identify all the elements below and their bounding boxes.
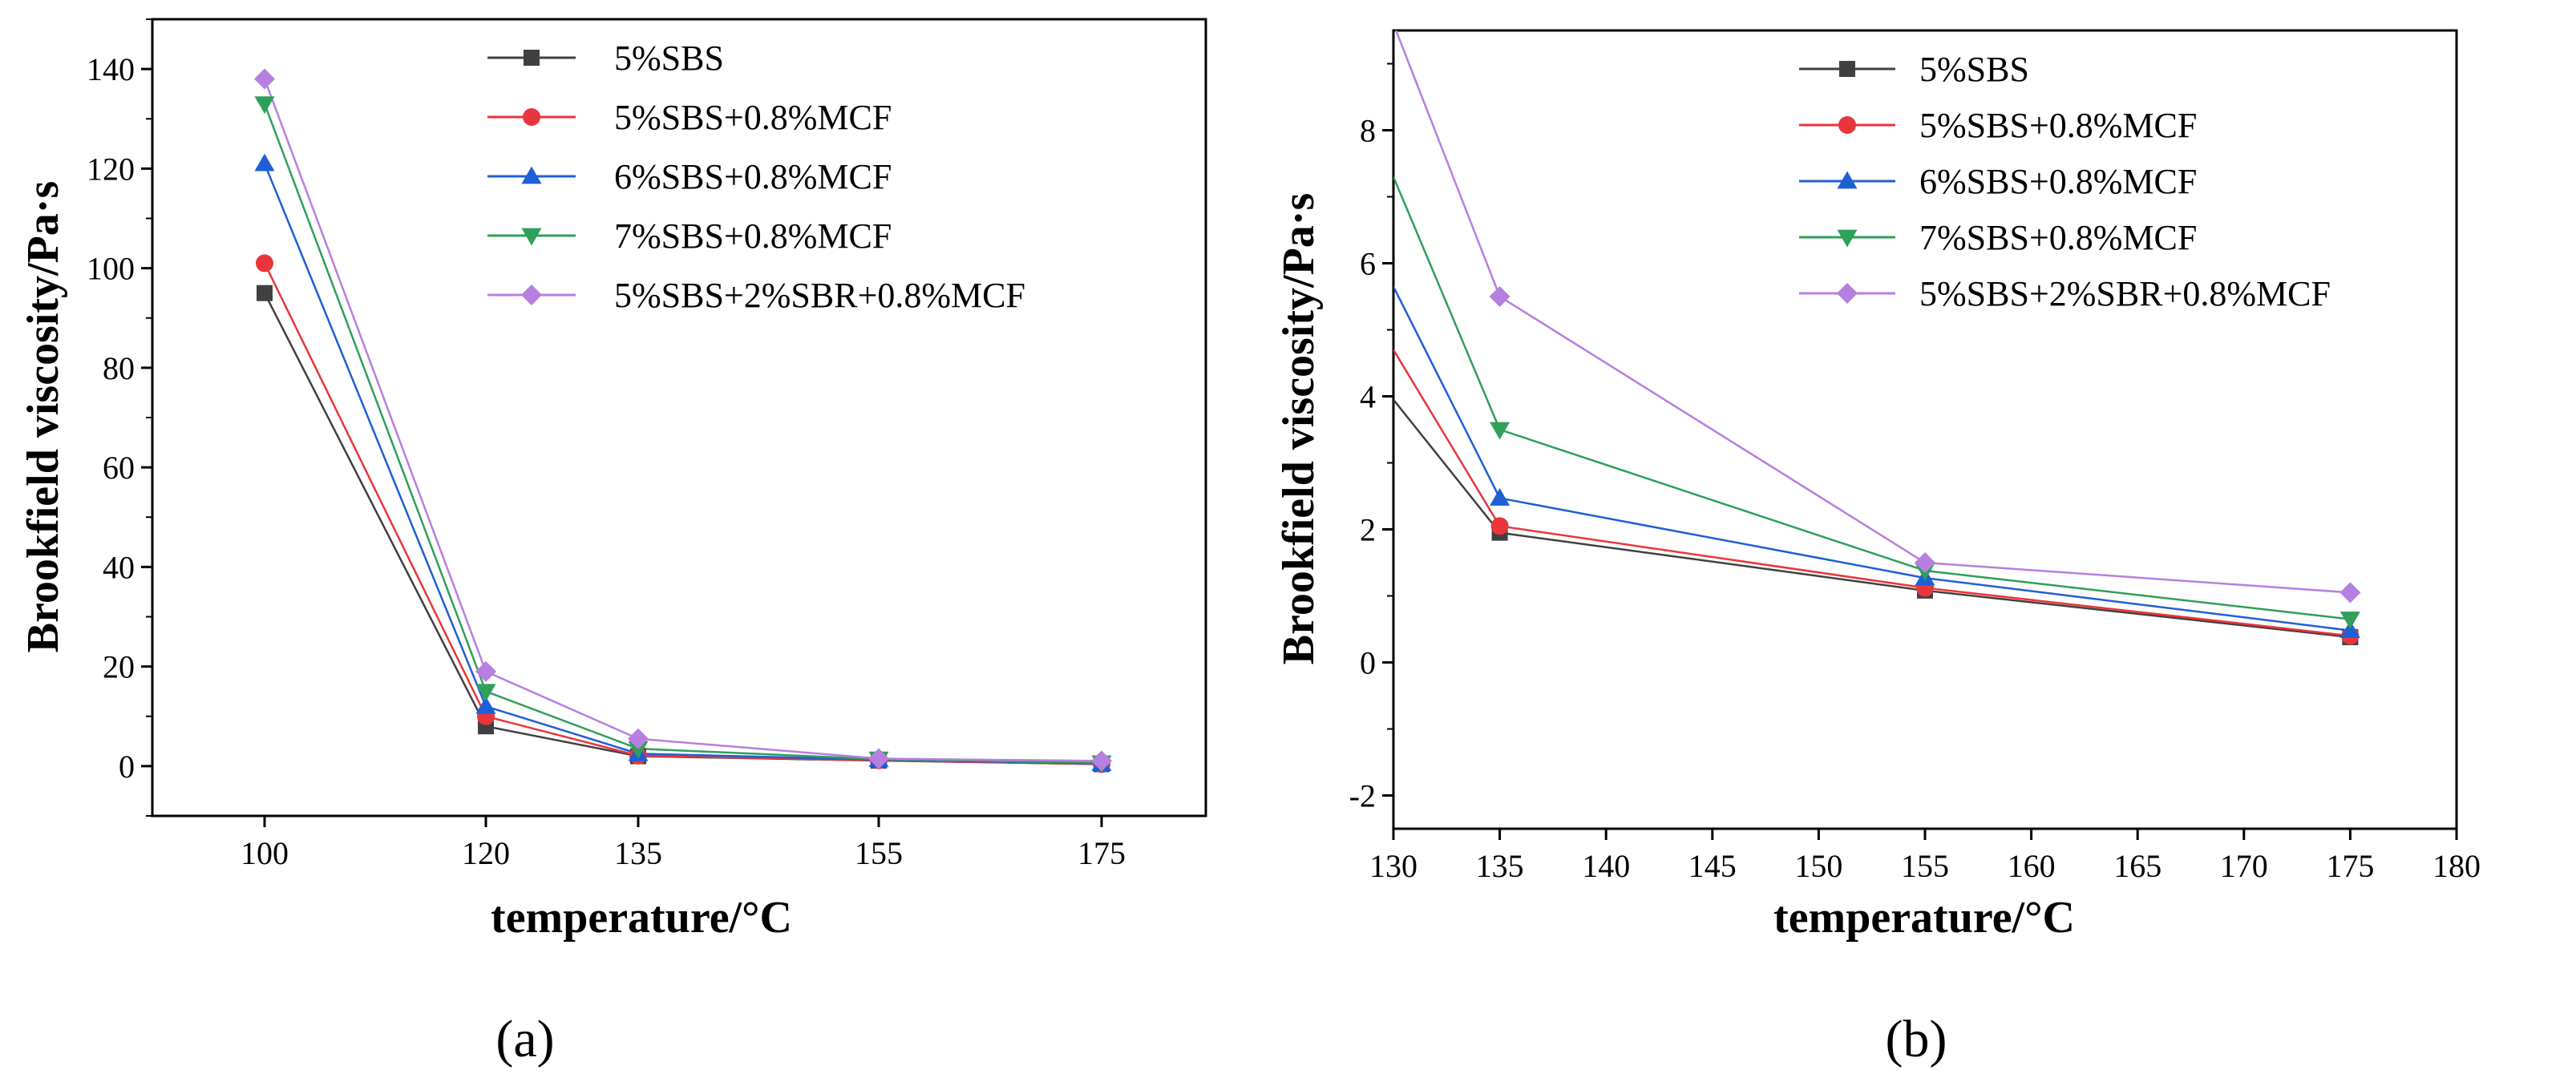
legend-marker-a	[524, 50, 540, 66]
y-axis-label-a: Brookfield viscosity/Pa·s	[18, 181, 68, 653]
panel-b: -2 0 2 4 6 8 130 135 140 145 150 155 160 165 170 175 180…	[1274, 29, 2481, 1068]
data-point-a	[475, 660, 496, 682]
legend-label-a: 7%SBS+0.8%MCF	[614, 216, 892, 256]
legend-marker-a	[521, 166, 542, 184]
y-axis-label-b: Brookfield viscosity/Pa·s	[1274, 193, 1324, 665]
legend-label-b: 5%SBS	[1919, 50, 2029, 89]
y-tick-label-a: 140	[87, 51, 135, 87]
x-tick-label-b: 170	[2220, 848, 2268, 884]
data-point-a	[257, 285, 273, 301]
series-line-b	[1393, 398, 2351, 639]
legend-label-a: 5%SBS+2%SBR+0.8%MCF	[614, 276, 1025, 315]
data-point-b	[1489, 286, 1510, 307]
data-point-b	[2339, 612, 2360, 630]
data-point-b	[2339, 620, 2360, 639]
legend-label-a: 5%SBS	[614, 38, 724, 78]
axis-ticks-a: 0 20 40 60 80 100 120 140 100 120 135 155 175	[87, 18, 1126, 871]
plot-frame-a	[151, 18, 1207, 818]
legend-marker-b	[1837, 229, 1858, 248]
data-point-a	[254, 68, 275, 90]
axis-ticks-b: -2 0 2 4 6 8 130 135 140 145 150 155 160 165 170 175 180	[1349, 63, 2481, 884]
data-point-b	[1490, 487, 1510, 506]
y-tick-label-a: 20	[103, 649, 135, 685]
legend-marker-a	[523, 108, 540, 126]
legend-marker-b	[1837, 283, 1858, 304]
y-tick-label-b: 0	[1360, 645, 1376, 681]
legend-label-b: 6%SBS+0.8%MCF	[1919, 162, 2197, 201]
x-tick-label-b: 130	[1369, 848, 1417, 884]
data-point-a	[254, 96, 275, 115]
y-tick-label-b: 2	[1360, 512, 1376, 548]
series-markers-b	[1489, 286, 2361, 645]
x-tick-label-b: 160	[2008, 848, 2056, 884]
legend-marker-b	[1837, 171, 1858, 189]
legend-marker-a	[521, 228, 542, 246]
series-line-b	[1393, 349, 2351, 637]
x-tick-label-b: 165	[2113, 848, 2161, 884]
x-tick-label-b: 180	[2432, 848, 2481, 884]
x-tick-label-a: 120	[462, 835, 510, 871]
series-line-a	[263, 293, 1102, 765]
y-tick-label-b: 4	[1360, 379, 1376, 415]
data-point-b	[1490, 422, 1510, 440]
data-point-a	[256, 254, 273, 273]
legend-label-b: 5%SBS+0.8%MCF	[1919, 106, 2197, 145]
y-tick-label-b: 8	[1360, 113, 1376, 149]
panel-caption-b: (b)	[1886, 1010, 1947, 1068]
series-line-b	[1393, 176, 2351, 620]
data-point-a	[254, 153, 275, 172]
data-point-a	[1091, 750, 1112, 772]
x-tick-label-b: 150	[1794, 848, 1842, 884]
data-point-a	[868, 748, 889, 769]
data-point-a	[475, 696, 496, 714]
plot-frame-b	[1392, 29, 2458, 830]
y-tick-label-a: 40	[103, 549, 135, 585]
data-point-b	[1915, 552, 1935, 573]
legend-a: 5%SBS 5%SBS+0.8%MCF 6%SBS+0.8%MCF 7%SBS+0.8…	[487, 38, 1025, 315]
legend-label-a: 6%SBS+0.8%MCF	[614, 157, 892, 196]
x-tick-label-b: 175	[2326, 848, 2374, 884]
data-point-a	[628, 728, 649, 749]
data-point-b	[2339, 582, 2361, 604]
y-tick-label-a: 100	[87, 251, 135, 287]
data-point-b	[1490, 517, 1509, 535]
data-point-a	[475, 684, 496, 702]
x-tick-label-b: 135	[1476, 848, 1524, 884]
series-lines-b	[1393, 30, 2351, 639]
legend-marker-a	[521, 285, 542, 305]
legend-label-a: 5%SBS+0.8%MCF	[614, 98, 892, 137]
legend-marker-b	[1838, 116, 1856, 134]
panel-caption-a: (a)	[495, 1010, 554, 1068]
series-line-b	[1393, 285, 2351, 632]
x-tick-label-b: 145	[1688, 848, 1737, 884]
series-line-a	[263, 103, 1102, 765]
legend-b: 5%SBS 5%SBS+0.8%MCF 6%SBS+0.8%MCF 7%SBS+0.8…	[1799, 50, 2331, 313]
x-tick-label-a: 155	[855, 835, 903, 871]
legend-label-b: 5%SBS+2%SBR+0.8%MCF	[1919, 274, 2331, 313]
y-tick-label-a: 80	[103, 350, 135, 386]
y-tick-label-a: 0	[119, 749, 135, 785]
x-tick-label-a: 135	[614, 835, 662, 871]
x-axis-label-a: temperature/°C	[491, 893, 792, 943]
x-tick-label-a: 100	[241, 835, 289, 871]
series-markers-a	[254, 68, 1112, 773]
x-tick-label-b: 140	[1582, 848, 1630, 884]
x-axis-label-b: temperature/°C	[1773, 893, 2075, 943]
series-line-a	[263, 262, 1102, 765]
y-tick-label-a: 120	[87, 151, 135, 187]
x-tick-label-a: 175	[1078, 835, 1126, 871]
legend-label-b: 7%SBS+0.8%MCF	[1919, 218, 2197, 257]
x-tick-label-b: 155	[1901, 848, 1949, 884]
data-point-a	[628, 741, 649, 759]
y-tick-label-b: -2	[1349, 778, 1376, 814]
y-tick-label-b: 6	[1360, 246, 1376, 282]
y-tick-label-a: 60	[103, 450, 135, 486]
series-line-b	[1394, 30, 2351, 594]
legend-marker-b	[1839, 61, 1855, 77]
